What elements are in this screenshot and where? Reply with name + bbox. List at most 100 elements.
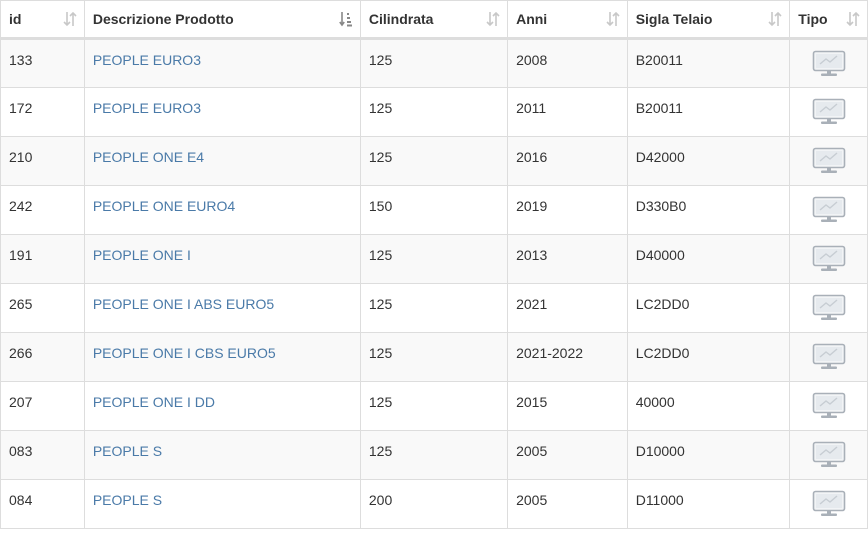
product-link[interactable]: PEOPLE EURO3 xyxy=(92,52,201,68)
cell-descrizione: PEOPLE ONE I CBS EURO5 xyxy=(83,332,361,382)
cell-cilindrata-value: 125 xyxy=(368,149,393,165)
cell-anni-value: 2021 xyxy=(516,296,548,312)
cell-cilindrata-value: 125 xyxy=(368,394,393,410)
monitor-icon[interactable] xyxy=(812,294,846,322)
cell-cilindrata: 125 xyxy=(359,136,509,186)
cell-cilindrata-value: 125 xyxy=(368,52,393,68)
cell-sigla-value: D10000 xyxy=(635,443,685,459)
cell-id: 265 xyxy=(0,283,85,333)
cell-cilindrata: 125 xyxy=(359,87,509,137)
table-row[interactable]: 083 PEOPLE S 125 2005 D10000 xyxy=(0,430,868,480)
column-header-label: Cilindrata xyxy=(368,11,434,27)
table-body: 133 PEOPLE EURO3 125 2008 B20011 172 PEO… xyxy=(0,38,868,529)
monitor-icon[interactable] xyxy=(812,441,846,469)
cell-id-value: 210 xyxy=(9,149,33,165)
cell-cilindrata: 125 xyxy=(359,283,509,333)
column-header-label: Anni xyxy=(516,11,548,27)
cell-cilindrata: 125 xyxy=(359,430,509,480)
cell-cilindrata-value: 125 xyxy=(368,345,393,361)
sort-both-icon[interactable] xyxy=(846,11,860,27)
cell-tipo xyxy=(789,332,868,382)
monitor-icon[interactable] xyxy=(812,392,846,420)
cell-id-value: 207 xyxy=(9,394,33,410)
sort-both-icon[interactable] xyxy=(606,11,620,27)
sort-alpha-asc-icon[interactable] xyxy=(339,11,353,27)
column-header-anni[interactable]: Anni xyxy=(507,0,628,40)
cell-id-value: 133 xyxy=(9,52,33,68)
monitor-icon[interactable] xyxy=(812,98,846,126)
product-link[interactable]: PEOPLE ONE I ABS EURO5 xyxy=(92,296,275,312)
column-header-tipo[interactable]: Tipo xyxy=(789,0,868,40)
table-row[interactable]: 207 PEOPLE ONE I DD 125 2015 40000 xyxy=(0,381,868,431)
sort-both-icon[interactable] xyxy=(63,11,77,27)
cell-sigla-value: D330B0 xyxy=(635,198,687,214)
column-header-descrizione[interactable]: Descrizione Prodotto xyxy=(83,0,361,40)
cell-anni: 2011 xyxy=(507,87,628,137)
monitor-icon[interactable] xyxy=(812,490,846,518)
table-row[interactable]: 191 PEOPLE ONE I 125 2013 D40000 xyxy=(0,234,868,284)
product-link[interactable]: PEOPLE S xyxy=(92,443,163,459)
table-row[interactable]: 133 PEOPLE EURO3 125 2008 B20011 xyxy=(0,38,868,88)
table-row[interactable]: 210 PEOPLE ONE E4 125 2016 D42000 xyxy=(0,136,868,186)
cell-tipo xyxy=(789,234,868,284)
product-link[interactable]: PEOPLE ONE I DD xyxy=(92,394,215,410)
header-row: id Descrizione Prodotto Cilindrata xyxy=(0,0,868,40)
product-link[interactable]: PEOPLE ONE EURO4 xyxy=(92,198,236,214)
table-row[interactable]: 084 PEOPLE S 200 2005 D11000 xyxy=(0,479,868,529)
cell-cilindrata-value: 125 xyxy=(368,100,393,116)
column-header-label: id xyxy=(9,11,22,27)
column-header-sigla-telaio[interactable]: Sigla Telaio xyxy=(626,0,791,40)
column-header-label: Tipo xyxy=(798,11,828,27)
cell-sigla-telaio: B20011 xyxy=(626,87,791,137)
cell-id-value: 084 xyxy=(9,492,33,508)
monitor-icon[interactable] xyxy=(812,196,846,224)
product-link[interactable]: PEOPLE ONE I xyxy=(92,247,191,263)
column-header-cilindrata[interactable]: Cilindrata xyxy=(359,0,509,40)
sort-both-icon[interactable] xyxy=(486,11,500,27)
cell-sigla-telaio: D11000 xyxy=(626,479,791,529)
cell-cilindrata: 125 xyxy=(359,332,509,382)
product-link[interactable]: PEOPLE ONE E4 xyxy=(92,149,205,165)
cell-sigla-value: D11000 xyxy=(635,492,684,508)
cell-cilindrata-value: 200 xyxy=(368,492,393,508)
cell-cilindrata: 150 xyxy=(359,185,509,235)
cell-sigla-telaio: 40000 xyxy=(626,381,791,431)
product-link[interactable]: PEOPLE EURO3 xyxy=(92,100,201,116)
cell-sigla-value: 40000 xyxy=(635,394,675,410)
cell-sigla-value: B20011 xyxy=(635,100,683,116)
table-row[interactable]: 172 PEOPLE EURO3 125 2011 B20011 xyxy=(0,87,868,137)
cell-descrizione: PEOPLE EURO3 xyxy=(83,38,361,88)
cell-id: 210 xyxy=(0,136,85,186)
cell-anni: 2021-2022 xyxy=(507,332,628,382)
cell-id-value: 266 xyxy=(9,345,33,361)
cell-descrizione: PEOPLE ONE E4 xyxy=(83,136,361,186)
product-link[interactable]: PEOPLE ONE I CBS EURO5 xyxy=(92,345,276,361)
table-row[interactable]: 265 PEOPLE ONE I ABS EURO5 125 2021 LC2D… xyxy=(0,283,868,333)
table-row[interactable]: 266 PEOPLE ONE I CBS EURO5 125 2021-2022… xyxy=(0,332,868,382)
cell-sigla-telaio: D42000 xyxy=(626,136,791,186)
cell-id-value: 265 xyxy=(9,296,33,312)
monitor-icon[interactable] xyxy=(812,50,846,78)
product-link[interactable]: PEOPLE S xyxy=(92,492,163,508)
cell-tipo xyxy=(789,479,868,529)
cell-anni-value: 2013 xyxy=(516,247,548,263)
cell-tipo xyxy=(789,136,868,186)
sort-both-icon[interactable] xyxy=(768,11,782,27)
cell-anni-value: 2008 xyxy=(516,52,548,68)
cell-cilindrata-value: 150 xyxy=(368,198,393,214)
table-row[interactable]: 242 PEOPLE ONE EURO4 150 2019 D330B0 xyxy=(0,185,868,235)
cell-id: 083 xyxy=(0,430,85,480)
cell-sigla-telaio: D10000 xyxy=(626,430,791,480)
cell-tipo xyxy=(789,185,868,235)
cell-anni-value: 2011 xyxy=(516,100,547,116)
cell-id-value: 172 xyxy=(9,100,33,116)
monitor-icon[interactable] xyxy=(812,147,846,175)
cell-anni: 2005 xyxy=(507,479,628,529)
monitor-icon[interactable] xyxy=(812,343,846,371)
monitor-icon[interactable] xyxy=(812,245,846,273)
cell-cilindrata: 125 xyxy=(359,234,509,284)
cell-anni-value: 2015 xyxy=(516,394,548,410)
cell-descrizione: PEOPLE EURO3 xyxy=(83,87,361,137)
column-header-id[interactable]: id xyxy=(0,0,85,40)
cell-anni-value: 2021-2022 xyxy=(516,345,584,361)
